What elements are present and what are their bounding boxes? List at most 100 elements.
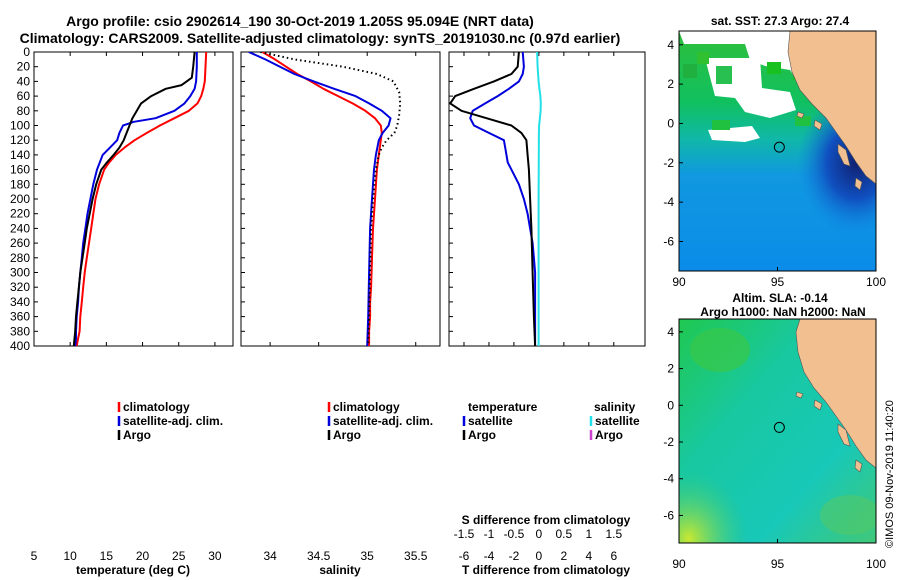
salinity-diff-tick-label: 0: [536, 527, 543, 541]
sla-patch: [820, 495, 876, 535]
temperature-xtick-label: 20: [136, 549, 150, 563]
salinity-xtick-label: 34: [263, 549, 277, 563]
sla-island: [837, 423, 851, 447]
legend-label: climatology: [333, 400, 400, 414]
map-ytick-label: 4: [667, 38, 674, 52]
sst-island: [854, 177, 863, 191]
difference-xlabel: T difference from climatology: [462, 563, 630, 577]
difference-legend: temperature salinitysatelliteArgosatellit…: [462, 400, 640, 442]
difference-xtick-label: 6: [610, 549, 617, 563]
sla-land: [795, 319, 876, 469]
temperature-xtick-label: 25: [172, 549, 186, 563]
sst-map: sat. SST: 27.3 Argo: 27.4 9: [663, 14, 886, 289]
difference-xtick-label: 0: [536, 549, 543, 563]
map-ytick-label: -6: [663, 234, 674, 248]
depth-tick-label: 20: [17, 60, 31, 74]
depth-tick-label: 80: [17, 104, 31, 118]
map-xtick-label: 95: [771, 557, 785, 571]
difference-series-t-argo: [449, 52, 537, 346]
difference-series-s-satellite: [536, 52, 542, 346]
difference-xtick-label: -2: [509, 549, 520, 563]
map-xtick-label: 95: [771, 275, 785, 289]
legend-label: satellite: [468, 414, 513, 428]
figure-title-line1: Argo profile: csio 2902614_190 30-Oct-20…: [66, 13, 534, 29]
sla-high-patch: [690, 328, 750, 372]
depth-tick-label: 320: [10, 280, 30, 294]
map-ytick-label: 2: [667, 362, 674, 376]
map-ytick-label: -2: [663, 435, 674, 449]
sla-map-title-line2: Argo h1000: NaN h2000: NaN: [700, 305, 865, 319]
map-xtick-label: 90: [672, 557, 686, 571]
sst-patch: [767, 62, 781, 74]
temperature-panel: 0204060801001201401601802002202402602803…: [10, 45, 234, 577]
legend-label: Argo: [468, 428, 496, 442]
difference-xtick-label: 2: [561, 549, 568, 563]
difference-axes-frame: [448, 51, 646, 347]
map-ytick-label: -2: [663, 156, 674, 170]
sla-island: [854, 459, 863, 473]
map-xtick-label: 90: [672, 275, 686, 289]
depth-tick-label: 360: [10, 310, 30, 324]
figure-title-line2: Climatology: CARS2009. Satellite-adjuste…: [20, 30, 621, 46]
difference-xtick-label: -6: [459, 549, 470, 563]
salinity-diff-tick-label: 1: [585, 527, 592, 541]
imos-watermark: ©IMOS 09-Nov-2019 11:40:20: [884, 400, 896, 548]
salinity-diff-tick-label: 1.5: [605, 527, 622, 541]
sst-land: [787, 31, 876, 185]
difference-legend-left-title: temperature: [468, 400, 538, 414]
difference-xtick-label: 4: [585, 549, 592, 563]
legend-label: Argo: [333, 428, 361, 442]
map-ytick-label: -4: [663, 472, 674, 486]
sst-argo-marker: [773, 141, 785, 153]
legend-label: Argo: [123, 428, 151, 442]
map-ytick-label: 4: [667, 325, 674, 339]
sla-argo-marker: [773, 421, 785, 433]
sst-island: [813, 119, 823, 131]
salinity-series-argo: [260, 52, 402, 346]
salinity-xtick-label: 35.5: [404, 549, 428, 563]
salinity-diff-tick-label: 0.5: [556, 527, 573, 541]
salinity-xlabel: salinity: [319, 563, 361, 577]
temperature-xlabel: temperature (deg C): [76, 563, 190, 577]
legend-label: climatology: [123, 400, 190, 414]
temperature-xtick-label: 10: [64, 549, 78, 563]
depth-tick-label: 340: [10, 295, 30, 309]
temperature-axes-frame: [33, 51, 234, 347]
depth-tick-label: 100: [10, 119, 30, 133]
depth-tick-label: 300: [10, 266, 30, 280]
map-ytick-label: 2: [667, 77, 674, 91]
depth-tick-label: 400: [10, 339, 30, 353]
depth-tick-label: 0: [23, 45, 30, 59]
sst-patch: [683, 64, 697, 78]
temperature-xtick-label: 30: [208, 549, 222, 563]
salinity-axes-frame: [240, 51, 441, 347]
legend-label: Argo: [595, 428, 623, 442]
sst-map-title: sat. SST: 27.3 Argo: 27.4: [711, 14, 850, 28]
map-ytick-label: -4: [663, 195, 674, 209]
salinity-diff-tick-label: -1.5: [454, 527, 475, 541]
map-ytick-label: 0: [667, 116, 674, 130]
temperature-xtick-label: 5: [31, 549, 38, 563]
salinity-xtick-label: 35: [361, 549, 375, 563]
sst-patch: [716, 66, 732, 84]
depth-tick-label: 220: [10, 207, 30, 221]
sst-patch: [795, 116, 811, 126]
sla-island: [813, 399, 823, 411]
sst-island: [796, 111, 805, 119]
temperature-xtick-label: 15: [100, 549, 114, 563]
salinity-series-satellite-adj-clim-: [248, 52, 392, 346]
difference-top-label: S difference from climatology: [462, 513, 631, 527]
sst-patch: [712, 120, 730, 130]
salinity-diff-tick-label: -0.5: [504, 527, 525, 541]
sla-island: [795, 391, 804, 399]
temperature-series-argo: [72, 52, 196, 346]
map-xtick-label: 100: [866, 557, 886, 571]
depth-tick-label: 140: [10, 148, 30, 162]
depth-tick-label: 280: [10, 251, 30, 265]
depth-tick-label: 180: [10, 177, 30, 191]
sst-island: [837, 143, 851, 167]
map-ytick-label: -6: [663, 508, 674, 522]
salinity-xtick-label: 34.5: [307, 549, 331, 563]
